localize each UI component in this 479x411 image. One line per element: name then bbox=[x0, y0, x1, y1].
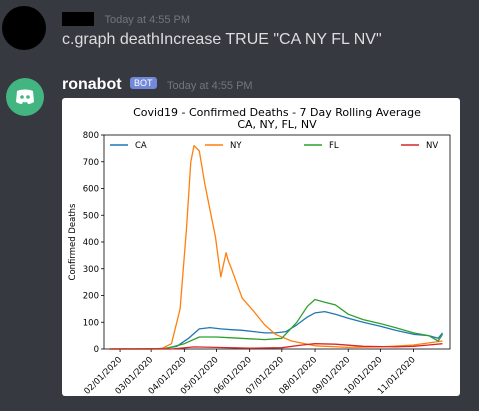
legend-label-nv: NV bbox=[426, 141, 438, 151]
series-line-nv bbox=[109, 343, 443, 350]
y-tick-label: 600 bbox=[83, 185, 99, 195]
line-chart: Covid19 - Confirmed Deaths - 7 Day Rolli… bbox=[68, 106, 451, 397]
y-tick-label: 0 bbox=[94, 345, 99, 355]
y-tick-label: 400 bbox=[83, 238, 99, 248]
message-timestamp: Today at 4:55 PM bbox=[104, 14, 191, 26]
chart-subtitle: CA, NY, FL, NV bbox=[237, 118, 317, 131]
y-tick-label: 700 bbox=[83, 158, 99, 168]
redacted-username bbox=[62, 11, 94, 26]
y-tick-label: 800 bbox=[83, 131, 99, 141]
legend-label-fl: FL bbox=[329, 141, 339, 151]
series-line-fl bbox=[109, 298, 444, 350]
message-header: Today at 4:55 PM bbox=[62, 10, 190, 28]
discord-logo-icon bbox=[16, 89, 34, 104]
y-tick-label: 200 bbox=[83, 292, 99, 302]
y-tick-label: 500 bbox=[83, 211, 99, 221]
legend-label-ca: CA bbox=[135, 141, 147, 151]
chart-title: Covid19 - Confirmed Deaths - 7 Day Rolli… bbox=[133, 106, 421, 119]
y-tick-label: 100 bbox=[83, 318, 99, 328]
plot-frame bbox=[103, 134, 451, 350]
bot-message-timestamp: Today at 4:55 PM bbox=[166, 80, 253, 92]
bot-badge: BOT bbox=[130, 76, 157, 89]
bot-message-header: ronabot BOT Today at 4:55 PM bbox=[62, 76, 253, 94]
series-line-ca bbox=[109, 310, 444, 350]
y-tick-label: 300 bbox=[83, 265, 99, 275]
user-avatar[interactable] bbox=[2, 6, 46, 50]
chart-embed-image[interactable]: Covid19 - Confirmed Deaths - 7 Day Rolli… bbox=[62, 98, 460, 397]
y-axis-label: Confirmed Deaths bbox=[68, 203, 78, 281]
series-line-ny bbox=[109, 145, 443, 350]
bot-avatar[interactable] bbox=[6, 78, 44, 116]
bot-username[interactable]: ronabot bbox=[62, 76, 122, 93]
legend-label-ny: NY bbox=[230, 141, 242, 151]
message-text: c.graph deathIncrease TRUE "CA NY FL NV" bbox=[62, 31, 382, 48]
